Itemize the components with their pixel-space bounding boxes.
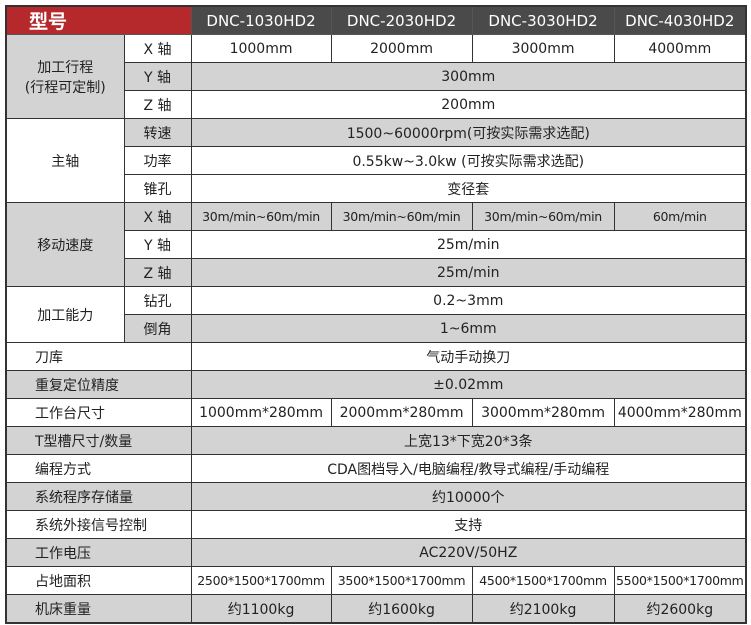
cell: 1000mm	[190, 34, 332, 63]
table-row: 锥孔 变径套	[6, 174, 747, 203]
row-label: 工作电压	[5, 538, 192, 567]
feed-x-label: X 轴	[123, 202, 192, 231]
power-label: 功率	[123, 146, 192, 175]
cell: 3000mm*280mm	[471, 398, 615, 427]
cell: 1500~60000rpm(可按实际需求选配)	[190, 118, 747, 147]
row-label: 系统程序存储量	[5, 482, 192, 511]
spec-table: 型号 DNC-1030HD2 DNC-2030HD2 DNC-3030HD2 D…	[5, 5, 748, 624]
feed-y-label: Y 轴	[123, 230, 192, 259]
cell: 约1100kg	[190, 594, 332, 624]
capability-group: 加工能力	[5, 286, 125, 343]
feed-group: 移动速度	[5, 202, 125, 287]
table-row: 系统程序存储量 约10000个	[5, 482, 747, 511]
cell: 25m/min	[190, 230, 747, 259]
row-label: 系统外接信号控制	[5, 510, 192, 539]
cell: 0.55kw~3.0kw (可按实际需求选配)	[190, 146, 747, 175]
taper-label: 锥孔	[123, 174, 192, 203]
cell: 2500*1500*1700mm	[190, 566, 332, 595]
header-row: 型号 DNC-1030HD2 DNC-2030HD2 DNC-3030HD2 D…	[5, 5, 747, 35]
model-3: DNC-3030HD2	[471, 5, 615, 35]
travel-sublabel: (行程可定制)	[24, 79, 106, 96]
cell: 0.2~3mm	[190, 286, 747, 315]
cell: 2000mm	[330, 34, 473, 63]
cell: 气动手动换刀	[190, 342, 747, 371]
cell: 200mm	[190, 90, 747, 119]
table-row: 重复定位精度 ±0.02mm	[5, 370, 747, 399]
cell: 300mm	[190, 62, 747, 91]
table-row: 移动速度 X 轴 30m/min~60m/min 30m/min~60m/min…	[5, 202, 747, 287]
cell: 4500*1500*1700mm	[471, 566, 615, 595]
table-row: 功率 0.55kw~3.0kw (可按实际需求选配)	[6, 146, 747, 175]
chamfer-label: 倒角	[123, 314, 192, 343]
row-label: 机床重量	[5, 594, 192, 624]
cell: 60m/min	[613, 202, 747, 231]
feed-z-label: Z 轴	[123, 258, 192, 287]
table-row: Z 轴 200mm	[6, 90, 747, 119]
model-2: DNC-2030HD2	[330, 5, 473, 35]
cell: 30m/min~60m/min	[471, 202, 615, 231]
cell: 约2100kg	[471, 594, 615, 624]
table-row: 系统外接信号控制 支持	[5, 510, 747, 539]
travel-y-label: Y 轴	[123, 62, 192, 91]
speed-label: 转速	[123, 118, 192, 147]
travel-x-label: X 轴	[123, 34, 192, 63]
cell: 30m/min~60m/min	[190, 202, 332, 231]
table-row: Y 轴 25m/min	[6, 230, 747, 259]
travel-label: 加工行程	[37, 59, 94, 76]
cell: 支持	[190, 510, 747, 539]
drill-label: 钻孔	[123, 286, 192, 315]
travel-group: 加工行程 (行程可定制)	[5, 34, 125, 119]
table-row: 工作电压 AC220V/50HZ	[5, 538, 747, 567]
cell: 3000mm	[471, 34, 615, 63]
cell: 约2600kg	[613, 594, 747, 624]
table-row: 加工行程 (行程可定制) X 轴 1000mm 2000mm 3000mm 400…	[5, 34, 747, 119]
cell: 4000mm	[613, 34, 747, 63]
table-row: 倒角 1~6mm	[6, 314, 747, 343]
table-row: 刀库 气动手动换刀	[5, 342, 747, 371]
cell: AC220V/50HZ	[190, 538, 747, 567]
model-1: DNC-1030HD2	[190, 5, 332, 35]
cell: 约10000个	[190, 482, 747, 511]
cell: 25m/min	[190, 258, 747, 287]
model-4: DNC-4030HD2	[613, 5, 747, 35]
cell: 3500*1500*1700mm	[330, 566, 473, 595]
cell: 约1600kg	[330, 594, 473, 624]
row-label: 占地面积	[5, 566, 192, 595]
row-label: 刀库	[5, 342, 192, 371]
cell: 变径套	[190, 174, 747, 203]
table-row: 工作台尺寸 1000mm*280mm 2000mm*280mm 3000mm*2…	[5, 398, 747, 427]
cell: 2000mm*280mm	[330, 398, 473, 427]
cell: 4000mm*280mm	[613, 398, 747, 427]
cell: 上宽13*下宽20*3条	[190, 426, 747, 455]
row-label: 编程方式	[5, 454, 192, 483]
table-row: 占地面积 2500*1500*1700mm 3500*1500*1700mm 4…	[5, 566, 747, 595]
cell: 1~6mm	[190, 314, 747, 343]
table-row: T型槽尺寸/数量 上宽13*下宽20*3条	[5, 426, 747, 455]
row-label: T型槽尺寸/数量	[5, 426, 192, 455]
model-label: 型号	[5, 5, 192, 35]
row-label: 工作台尺寸	[5, 398, 192, 427]
cell: 1000mm*280mm	[190, 398, 332, 427]
row-label: 重复定位精度	[5, 370, 192, 399]
table-row: 主轴 转速 1500~60000rpm(可按实际需求选配)	[5, 118, 747, 203]
cell: 30m/min~60m/min	[330, 202, 473, 231]
spindle-group: 主轴	[5, 118, 125, 203]
table-row: 编程方式 CDA图档导入/电脑编程/教导式编程/手动编程	[5, 454, 747, 483]
cell: CDA图档导入/电脑编程/教导式编程/手动编程	[190, 454, 747, 483]
cell: 5500*1500*1700mm	[613, 566, 747, 595]
cell: ±0.02mm	[190, 370, 747, 399]
travel-z-label: Z 轴	[123, 90, 192, 119]
table-row: 加工能力 钻孔 0.2~3mm	[5, 286, 747, 343]
table-row: 机床重量 约1100kg 约1600kg 约2100kg 约2600kg	[5, 594, 747, 624]
